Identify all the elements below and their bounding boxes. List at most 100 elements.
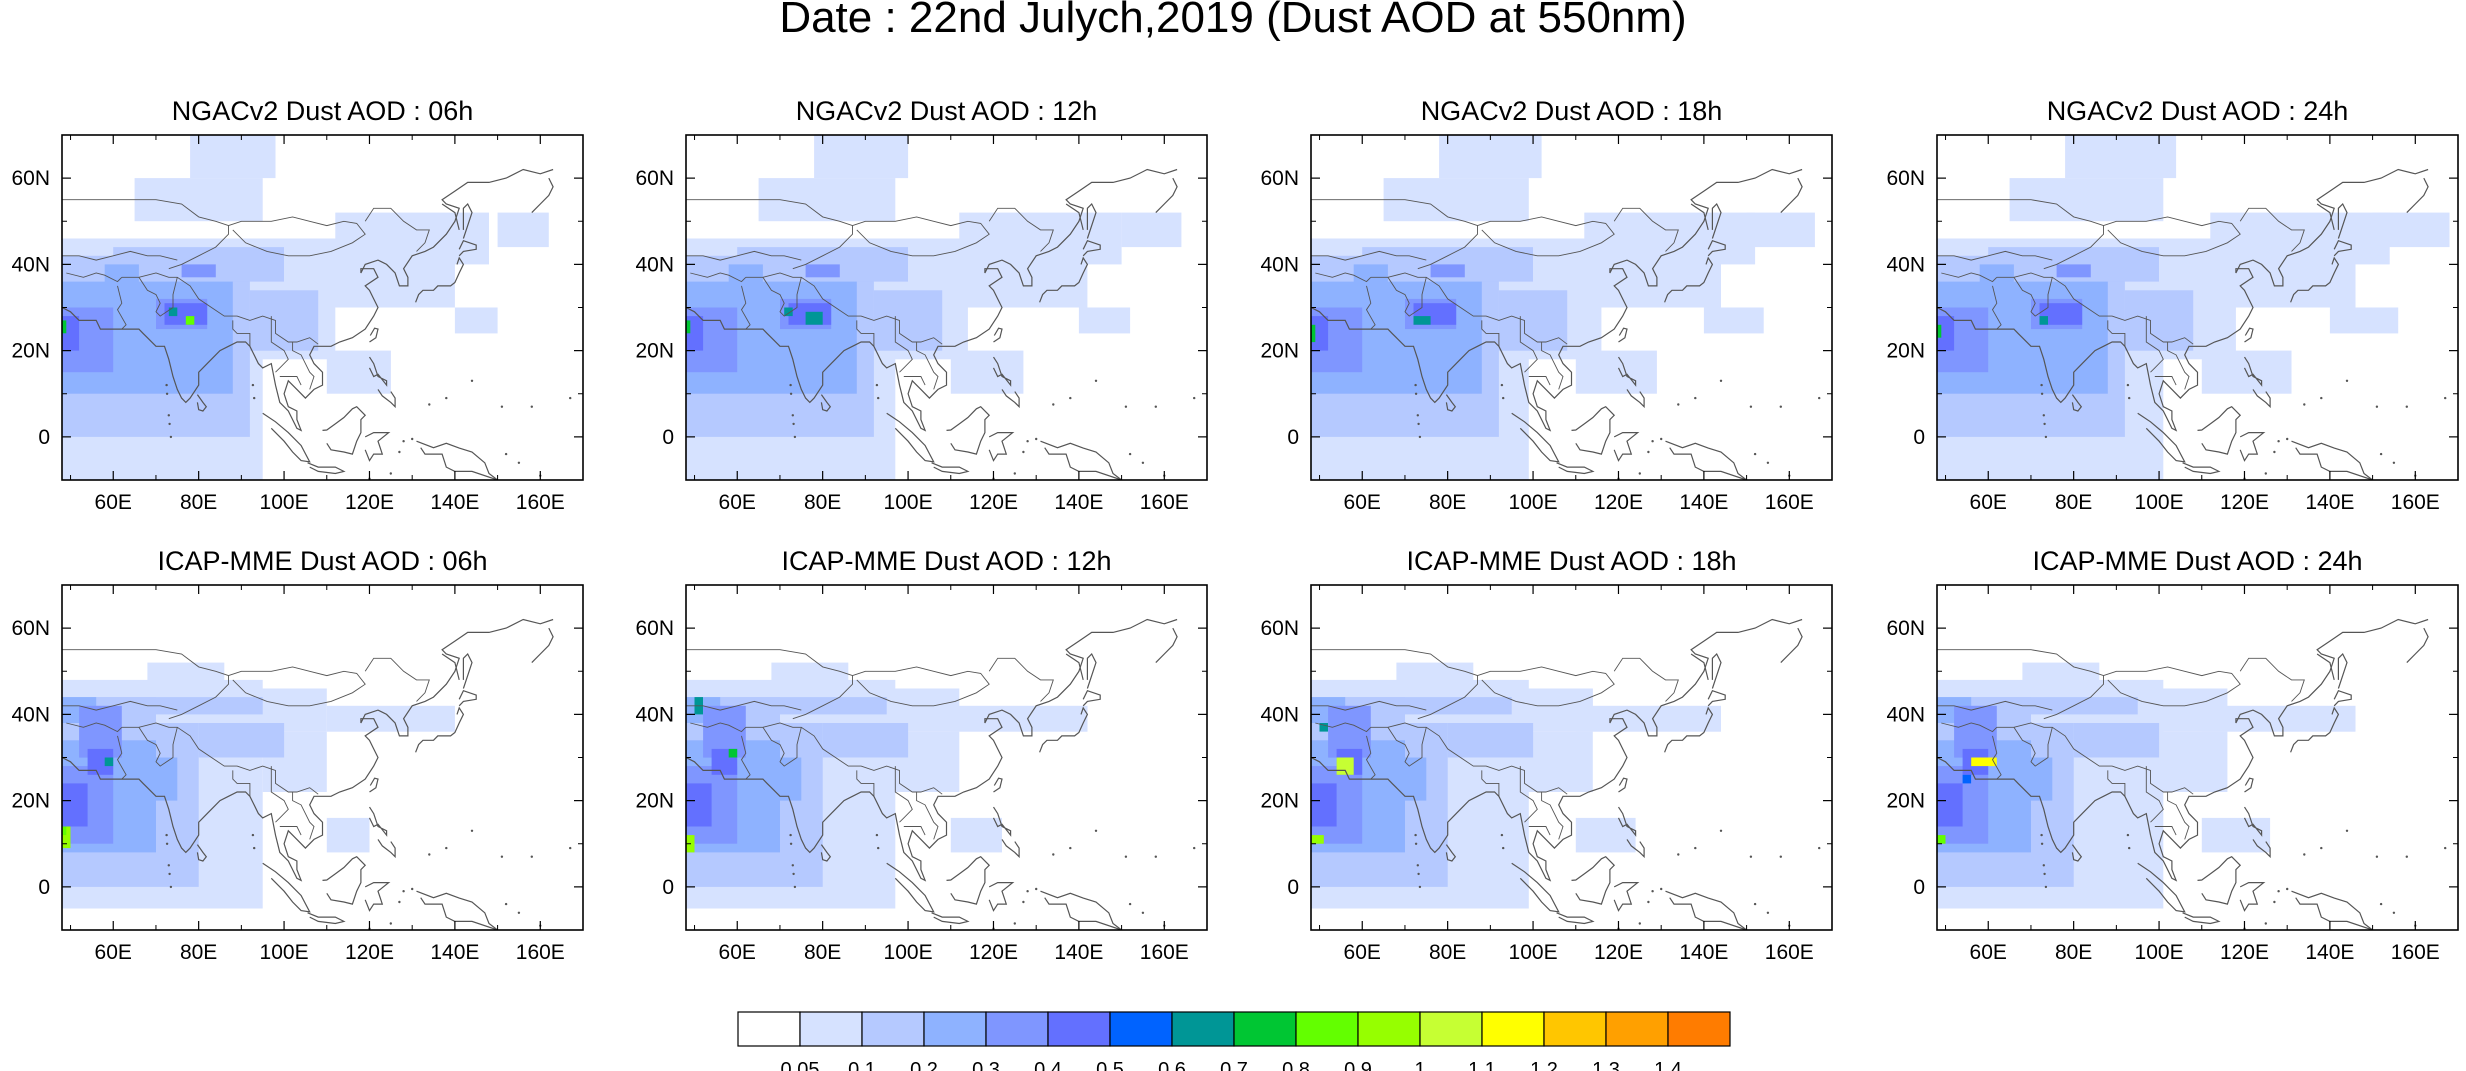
coastline [415,256,465,303]
coastline [988,882,1015,912]
lat-tick-label: 0 [38,426,50,449]
island [2345,379,2349,382]
colorbar-box [1419,1011,1483,1047]
lat-tick-label: 40N [635,253,674,276]
island [1677,403,1680,406]
lon-tick-label: 160E [2391,941,2440,964]
island [1753,452,1757,456]
country-border [903,826,926,836]
coastline [2333,689,2352,707]
coastline [531,627,554,664]
island [517,461,521,464]
country-border [1311,700,1427,711]
coastline [2316,203,2335,231]
island [1052,853,1055,856]
aod-cell [686,783,712,827]
coastline [1618,777,1628,793]
island [1094,379,1098,382]
colorbar-box [799,1011,863,1047]
country-border [1519,766,1538,823]
coastline [458,689,477,707]
island [1418,885,1422,889]
lon-tick-label: 120E [2220,941,2269,964]
coastline [2406,627,2429,664]
lat-tick-label: 60N [635,167,674,190]
country-border [292,792,315,840]
lon-tick-label: 140E [430,941,479,964]
lon-tick-label: 60E [719,941,756,964]
country-border [1613,207,1679,252]
colorbar-box [737,1011,801,1047]
island [2303,403,2306,406]
lon-tick-label: 140E [1679,491,1728,514]
lon-tick-label: 160E [1140,491,1189,514]
country-border [1541,792,1564,840]
aod-cell [805,311,823,325]
island [411,437,414,441]
lat-tick-label: 60N [635,617,674,640]
country-border [279,826,302,836]
country-border [1937,250,2053,261]
aod-cell [147,662,225,689]
island [500,405,504,408]
coastline [416,890,498,930]
lon-tick-label: 140E [1679,941,1728,964]
island [586,856,588,858]
coastline [1937,168,2429,432]
island [1500,383,1504,387]
coastline [1040,440,1122,480]
aod-field [1937,135,2458,480]
island [2043,422,2046,426]
colorbar-label: 0.8 [1282,1059,1310,1071]
country-border [364,207,430,252]
aod-cell [686,320,691,334]
country-border [2103,666,2241,707]
map-panel: 60E 80E 100E 120E 140E 160E 60N 40N 20N 0 NGACv2 D… [1886,96,2459,514]
coastline [1664,256,1714,303]
country-border [232,320,251,347]
island [1647,900,1650,904]
country-border [292,342,315,390]
colorbar-label: 0.3 [972,1059,1000,1071]
island [2044,435,2048,439]
island [2273,450,2276,454]
island [2375,405,2379,408]
country-border [690,272,747,283]
island [1416,414,1420,417]
lon-tick-label: 60E [1970,491,2007,514]
aod-cell [62,826,67,836]
island [2264,472,2267,475]
lon-tick-label: 100E [1509,941,1558,964]
coastline [686,168,1178,432]
coastline [2316,653,2335,681]
country-border [1481,770,1500,797]
coastline [2243,356,2263,387]
aod-cell [950,705,1088,732]
colorbar-box [1481,1011,1545,1047]
coastline [820,844,832,862]
aod-cell [1396,662,1474,689]
island [792,422,795,426]
coastline [2197,855,2242,905]
colorbar-box [861,1011,925,1047]
island [1069,396,1072,400]
coastline [377,839,396,859]
coastline [931,462,970,475]
coastline [992,356,1012,387]
aod-cell [2039,303,2083,325]
country-border [1991,285,2002,330]
country-border [1365,285,1376,330]
aod-cell [1078,307,1131,334]
island [428,403,431,406]
island [2040,842,2044,845]
lon-tick-label: 60E [1344,941,1381,964]
coastline [377,389,396,409]
island [251,383,255,387]
coastline [2252,839,2271,859]
country-border [138,277,178,317]
country-border [1519,316,1538,373]
aod-cell [1746,212,1815,248]
island [168,422,171,426]
coastline [2071,844,2083,862]
colorbar-label: 0.7 [1220,1059,1248,1071]
